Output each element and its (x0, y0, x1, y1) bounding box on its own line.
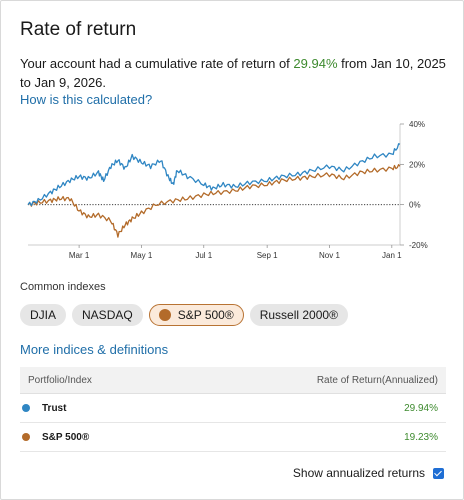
chip-nasdaq[interactable]: NASDAQ (72, 304, 143, 326)
y-tick-label: 20% (409, 160, 425, 169)
series-line (27, 143, 401, 207)
chip-russell-2000[interactable]: Russell 2000® (249, 304, 348, 326)
x-tick-label: Jan 1 (382, 251, 402, 260)
returns-table: Portfolio/Index Rate of Return(Annualize… (20, 367, 446, 452)
chip-label: DJIA (30, 308, 57, 322)
x-tick-label: May 1 (131, 251, 153, 260)
chip-label: S&P 500® (177, 308, 234, 322)
summary-percent: 29.94% (293, 56, 338, 71)
annualized-toggle[interactable]: Show annualized returns (293, 466, 444, 480)
annualized-label: Show annualized returns (292, 466, 425, 480)
chip-label: Russell 2000® (259, 308, 338, 322)
header-rate: Rate of Return(Annualized) (316, 374, 438, 386)
chip-label: NASDAQ (82, 308, 133, 322)
sp500-color-dot (22, 433, 30, 441)
row-value: 19.23% (404, 431, 438, 443)
y-tick-label: -20% (409, 241, 428, 250)
header-portfolio: Portfolio/Index (28, 374, 92, 386)
y-tick-label: 40% (409, 120, 425, 129)
summary-suffix: from Jan 10, 2025 to Jan 9, 2026. (20, 56, 446, 90)
return-chart: 40% 20% 0% -20% Mar 1 May 1 Jul 1 Sep 1 Nov 1 Jan… (27, 120, 428, 260)
summary-text: Your account had a cumulative rate of re… (20, 54, 450, 92)
x-tick-label: Sep 1 (257, 251, 278, 260)
annualized-checkbox[interactable] (433, 467, 444, 479)
common-indexes-label: Common indexes (20, 281, 106, 293)
card-title: Rate of return (20, 19, 137, 40)
x-tick-label: Nov 1 (319, 251, 340, 260)
sp500-color-dot (158, 309, 171, 321)
row-name: S&P 500® (42, 431, 90, 443)
chip-sp500[interactable]: S&P 500® (148, 304, 244, 326)
table-row: Trust 29.94% (20, 394, 446, 423)
x-tick-label: Jul 1 (195, 251, 212, 260)
chip-djia[interactable]: DJIA (20, 304, 67, 326)
summary-prefix: Your account had a cumulative rate of re… (20, 56, 294, 71)
row-name: Trust (42, 402, 67, 414)
trust-color-dot (22, 404, 30, 412)
row-value: 29.94% (404, 402, 438, 414)
y-tick-label: 0% (409, 201, 421, 210)
table-header: Portfolio/Index Rate of Return(Annualize… (20, 367, 446, 394)
x-tick-label: Mar 1 (69, 251, 90, 260)
series-line (27, 164, 401, 238)
how-calculated-link[interactable]: How is this calculated? (20, 92, 153, 107)
index-chips: DJIA NASDAQ S&P 500® Russell 2000® (20, 304, 348, 326)
more-indices-link[interactable]: More indices & definitions (20, 342, 169, 357)
table-row: S&P 500® 19.23% (20, 423, 446, 452)
